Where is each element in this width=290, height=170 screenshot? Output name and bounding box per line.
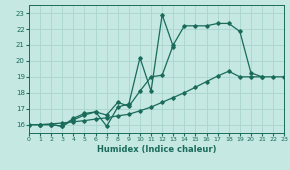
X-axis label: Humidex (Indice chaleur): Humidex (Indice chaleur) [97, 144, 216, 154]
